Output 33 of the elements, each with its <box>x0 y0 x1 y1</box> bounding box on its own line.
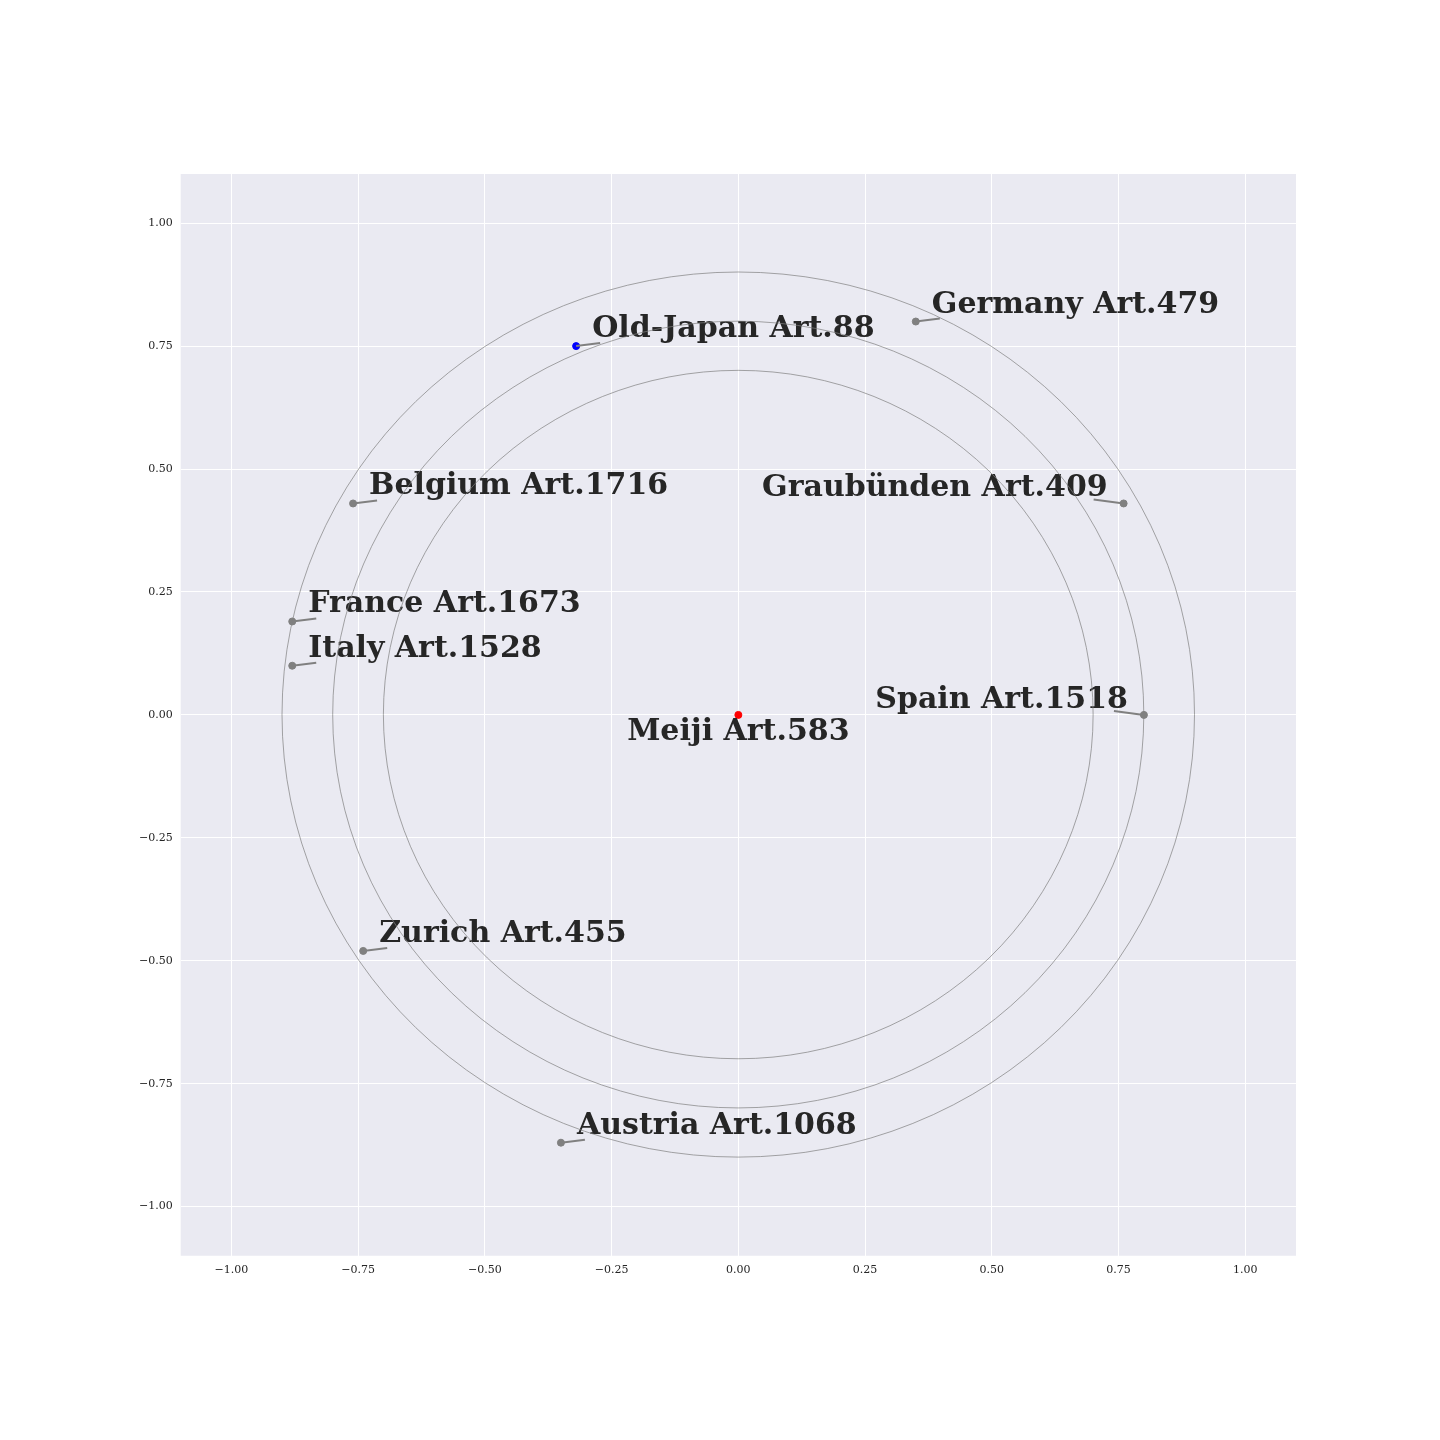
annotation: Old-Japan Art.88 <box>592 309 875 345</box>
y-tick-label: 0.50 <box>148 461 173 475</box>
annotation: Belgium Art.1716 <box>369 466 669 502</box>
y-tick-label: −0.50 <box>138 953 173 967</box>
y-tick-label: 0.00 <box>148 707 173 721</box>
y-tick-label: −0.75 <box>138 1076 173 1090</box>
x-tick-label: 1.00 <box>1233 1263 1258 1277</box>
annotation: France Art.1673 <box>308 584 581 620</box>
point <box>349 499 358 508</box>
y-tick-label: 0.25 <box>148 584 173 598</box>
x-tick-label: 0.00 <box>726 1263 751 1277</box>
x-tick-label: −1.00 <box>214 1263 249 1277</box>
x-tick-label: 0.75 <box>1106 1263 1131 1277</box>
point <box>288 661 297 670</box>
point <box>911 317 920 326</box>
y-tick-label: 1.00 <box>148 216 173 230</box>
annotation: Graubünden Art.409 <box>762 468 1108 504</box>
annotation: Meiji Art.583 <box>627 711 850 747</box>
annotation: Italy Art.1528 <box>308 628 542 664</box>
y-tick-label: 0.75 <box>148 338 173 352</box>
x-tick-label: 0.25 <box>852 1263 878 1277</box>
point <box>1119 499 1128 508</box>
y-tick-label: −0.25 <box>138 830 173 844</box>
x-tick-label: −0.25 <box>594 1263 629 1277</box>
annotation: Germany Art.479 <box>931 284 1220 320</box>
point <box>556 1138 565 1147</box>
x-tick-label: −0.75 <box>341 1263 375 1277</box>
annotation: Spain Art.1518 <box>875 679 1128 715</box>
annotation: Austria Art.1068 <box>575 1105 857 1141</box>
y-tick-label: −1.00 <box>138 1199 173 1213</box>
annotation: Zurich Art.455 <box>379 913 627 949</box>
x-tick-label: 0.50 <box>979 1263 1005 1277</box>
x-tick-label: −0.50 <box>468 1263 502 1277</box>
